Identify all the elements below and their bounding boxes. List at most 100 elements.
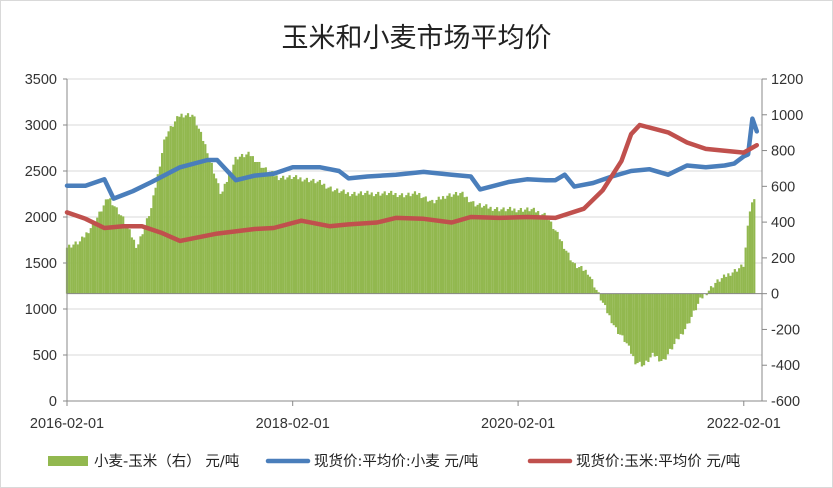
spread-bar [428, 200, 432, 294]
spread-bar [424, 196, 427, 294]
spread-bar [225, 181, 229, 294]
spread-bar [422, 197, 425, 294]
spread-bar [292, 177, 296, 294]
x-tick-label: 2022-02-01 [707, 416, 781, 432]
spread-bar [282, 175, 285, 294]
right-tick-label: 400 [771, 215, 795, 231]
spread-bar [664, 293, 667, 360]
spread-bar [303, 179, 306, 294]
spread-bar [197, 128, 200, 294]
spread-bar [578, 267, 581, 294]
spread-bar [294, 175, 298, 294]
spread-bar [126, 226, 129, 294]
spread-bar [273, 176, 276, 294]
spread-bar [629, 293, 633, 354]
spread-bar [232, 164, 235, 294]
spread-bar [709, 286, 713, 294]
spread-bar [662, 293, 665, 360]
spread-bar [519, 207, 522, 294]
spread-bar [403, 197, 406, 294]
spread-bar [707, 290, 710, 294]
spread-bar [597, 292, 600, 294]
spread-bar [528, 211, 531, 294]
spread-bar [165, 136, 168, 294]
spread-bar [314, 183, 317, 294]
spread-bar [461, 191, 464, 294]
spread-bar [738, 268, 741, 294]
spread-bar [301, 181, 304, 294]
spread-bar [247, 151, 250, 294]
spread-bar [109, 198, 112, 294]
spread-bar [614, 293, 618, 328]
spread-bar [323, 183, 326, 294]
spread-bar [342, 189, 345, 294]
spread-bar [171, 126, 175, 294]
spread-bar [575, 268, 579, 294]
spread-bar [744, 247, 747, 294]
spread-bar [480, 207, 484, 294]
spread-bar [169, 126, 172, 294]
spread-bar [418, 192, 421, 294]
spread-bar [173, 121, 177, 294]
spread-bar [93, 223, 97, 294]
spread-bar [333, 190, 337, 294]
spread-bar [269, 171, 272, 294]
left-tick-label: 2500 [25, 164, 57, 180]
chart-title: 玉米和小麦市场平均价 [281, 23, 552, 54]
spread-bar [381, 193, 384, 294]
spread-bar [634, 293, 637, 365]
spread-bar [733, 269, 736, 294]
spread-bar [310, 180, 313, 294]
spread-bar [340, 191, 343, 294]
spread-bar [556, 231, 559, 294]
spread-bar [249, 156, 252, 294]
spread-bar [184, 115, 187, 294]
spread-bar [684, 293, 687, 330]
spread-bar [599, 293, 602, 301]
spread-bar [504, 211, 507, 294]
spread-bar [580, 266, 583, 294]
spread-bar [284, 179, 287, 294]
spread-bar [547, 220, 551, 294]
spread-bar [638, 293, 641, 362]
spread-bar [251, 156, 254, 294]
spread-bar [145, 218, 149, 294]
spread-bar [130, 237, 133, 294]
spread-bar [452, 194, 455, 294]
spread-bar [431, 199, 434, 294]
spread-bar [305, 177, 309, 294]
spread-bar [487, 208, 490, 294]
spread-bar [167, 131, 170, 294]
spread-bar [515, 212, 518, 294]
spread-bar [495, 207, 499, 294]
spread-bar [539, 215, 542, 294]
spread-bar [668, 293, 672, 349]
spread-bar [586, 274, 589, 294]
spread-bar [353, 191, 356, 294]
spread-bar [275, 175, 278, 294]
corn-price-line [64, 122, 760, 244]
spread-bar [83, 237, 86, 294]
spread-bars [65, 113, 756, 367]
spread-bar [478, 203, 481, 294]
spread-bar [89, 228, 92, 294]
spread-bar [240, 153, 244, 294]
spread-bar [666, 293, 669, 355]
spread-bar [385, 195, 388, 294]
spread-bar [346, 192, 350, 294]
spread-bar [521, 211, 525, 294]
legend-label: 现货价:平均价:小麦 元/吨 [314, 453, 478, 470]
spread-bar [591, 279, 594, 294]
left-tick-label: 1000 [25, 302, 57, 318]
spread-bar [673, 293, 676, 345]
spread-bar [636, 293, 639, 364]
spread-bar [318, 179, 321, 294]
spread-bar [722, 274, 726, 294]
axes [63, 78, 767, 406]
spread-bar [751, 202, 754, 294]
spread-bar [513, 208, 516, 294]
spread-bar [279, 177, 283, 294]
spread-bar [696, 293, 700, 304]
spread-bar [493, 209, 497, 294]
